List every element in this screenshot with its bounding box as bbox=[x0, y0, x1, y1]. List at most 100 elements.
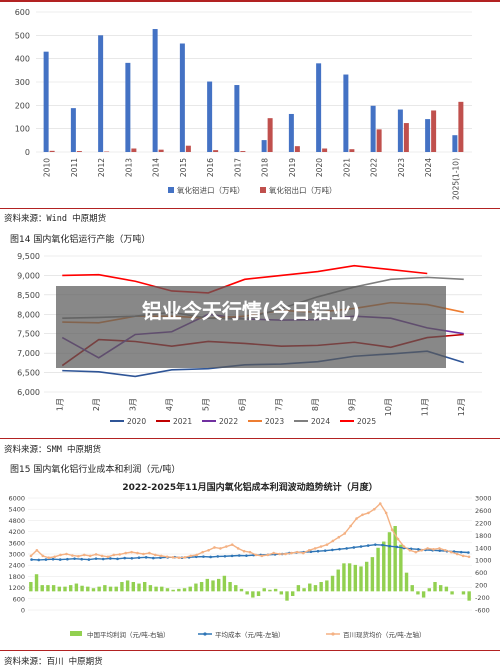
spot-price-line-point bbox=[148, 551, 151, 555]
spot-price-line-point bbox=[260, 554, 264, 558]
profit-bar bbox=[97, 586, 101, 592]
profit-bar bbox=[114, 586, 118, 592]
cost-line-point bbox=[467, 551, 470, 554]
cost-profit-chart: 2022-2025年11月国内氧化铝成本利润波动趋势统计（月度） 0 600 1200… bbox=[8, 481, 492, 639]
legend-swatch bbox=[260, 187, 266, 193]
profit-bar bbox=[330, 575, 335, 592]
cost-line-point bbox=[345, 547, 348, 550]
profit-bar bbox=[347, 563, 352, 592]
bar-1 bbox=[431, 110, 437, 152]
spot-price-line-point bbox=[106, 555, 110, 559]
import-export-bar-chart: 0 100 200 300 400 500 600 2010 2011 2012 2013 2014 2… bbox=[15, 8, 472, 200]
profit-bar bbox=[160, 586, 164, 592]
profit-bar bbox=[245, 591, 249, 595]
profit-bar bbox=[57, 586, 62, 592]
legend-swatch-dot bbox=[331, 632, 335, 636]
x-tick-label: 2014 bbox=[152, 158, 161, 177]
cost-line-point bbox=[66, 557, 69, 561]
y-tick-label: 6,500 bbox=[17, 369, 40, 378]
cost-line-point bbox=[230, 554, 234, 558]
profit-bar bbox=[421, 591, 426, 598]
bar-1 bbox=[213, 150, 219, 152]
cost-line-point bbox=[109, 557, 112, 560]
profit-bar bbox=[86, 586, 90, 592]
y-left-tick-label: 1200 bbox=[8, 584, 25, 592]
spot-price-line-point bbox=[313, 547, 317, 550]
profit-bar bbox=[290, 591, 295, 596]
spot-price-line-point bbox=[325, 543, 329, 546]
y-left-tick-label: 1800 bbox=[8, 573, 25, 581]
y-left-tick-label: 6000 bbox=[8, 495, 25, 503]
profit-bar bbox=[211, 580, 215, 592]
y-right-tick-label: 2600 bbox=[475, 507, 492, 515]
spot-price-line-point bbox=[402, 545, 406, 548]
profit-bar bbox=[188, 586, 192, 592]
cost-line-point bbox=[359, 545, 363, 548]
profit-bar bbox=[46, 585, 50, 592]
profit-bar bbox=[342, 563, 346, 592]
profit-bar bbox=[103, 585, 107, 592]
profit-bar bbox=[194, 583, 198, 592]
spot-price-line-point bbox=[438, 547, 441, 550]
y-left-tick-label: 3000 bbox=[8, 551, 25, 559]
legend-swatch bbox=[168, 187, 174, 193]
spot-price-line-point bbox=[29, 554, 33, 558]
spot-price-line-point bbox=[130, 550, 133, 554]
y-tick-label: 200 bbox=[15, 101, 30, 110]
profit-bar bbox=[376, 547, 380, 592]
profit-bar bbox=[279, 591, 284, 595]
legend-label: 2022 bbox=[219, 417, 238, 426]
spot-price-line-point bbox=[77, 554, 80, 558]
y-right-tick-label: 2200 bbox=[475, 519, 492, 527]
spot-price-line-point bbox=[349, 524, 352, 528]
profit-bar bbox=[302, 588, 306, 592]
profit-bar bbox=[205, 578, 210, 592]
spot-price-line-point bbox=[236, 547, 240, 550]
top-rule bbox=[0, 0, 500, 2]
cost-line-point bbox=[94, 557, 98, 560]
bar-0 bbox=[152, 29, 158, 152]
spot-price-line-point bbox=[248, 550, 252, 554]
cost-line-point bbox=[388, 544, 391, 548]
bar-1 bbox=[294, 146, 300, 152]
profit-bar bbox=[137, 583, 141, 592]
spot-price-line-point bbox=[455, 552, 459, 556]
y-right-tick-label: 1400 bbox=[475, 544, 492, 552]
bar-1 bbox=[240, 151, 246, 152]
y-right-tick-label: -600 bbox=[475, 607, 490, 615]
profit-bar bbox=[51, 585, 56, 592]
cost-line-point bbox=[316, 549, 320, 553]
spot-price-line-point bbox=[432, 548, 435, 551]
bar-0 bbox=[125, 62, 131, 152]
cost-line-point bbox=[116, 557, 119, 561]
spot-price-line-point bbox=[142, 552, 145, 556]
cost-line-point bbox=[37, 558, 41, 562]
spot-price-line-point bbox=[219, 547, 222, 550]
cost-line-point bbox=[130, 556, 134, 560]
cost-line-point bbox=[223, 554, 227, 558]
profit-bar bbox=[467, 591, 471, 601]
y-left-tick-label: 3600 bbox=[8, 539, 25, 547]
legend-swatch bbox=[70, 631, 82, 636]
profit-bar bbox=[393, 526, 397, 592]
profit-bar bbox=[222, 575, 227, 592]
spot-price-line-point bbox=[118, 553, 122, 556]
spot-price-line-point bbox=[41, 554, 45, 558]
profit-bar bbox=[34, 574, 39, 592]
cost-line-point bbox=[338, 547, 341, 551]
cost-line-point bbox=[44, 558, 48, 561]
bar-0 bbox=[261, 140, 267, 152]
y-tick-label: 9,500 bbox=[17, 252, 40, 261]
cost-line-point bbox=[331, 548, 334, 552]
y-right-tick-label: 3000 bbox=[475, 495, 492, 503]
spot-price-line-point bbox=[408, 548, 412, 552]
x-tick-label: 2025(1-10) bbox=[451, 158, 460, 200]
spot-price-line-point bbox=[88, 554, 92, 558]
profit-bar bbox=[313, 585, 318, 592]
bar-1 bbox=[349, 149, 355, 152]
spot-price-line-point bbox=[213, 546, 216, 549]
spot-price-line-point bbox=[100, 554, 104, 558]
headline-overlay[interactable]: 铝业今天行情(今日铝业) bbox=[56, 286, 446, 368]
y-right-tick-label: -200 bbox=[475, 594, 490, 602]
bar-0 bbox=[234, 85, 240, 152]
